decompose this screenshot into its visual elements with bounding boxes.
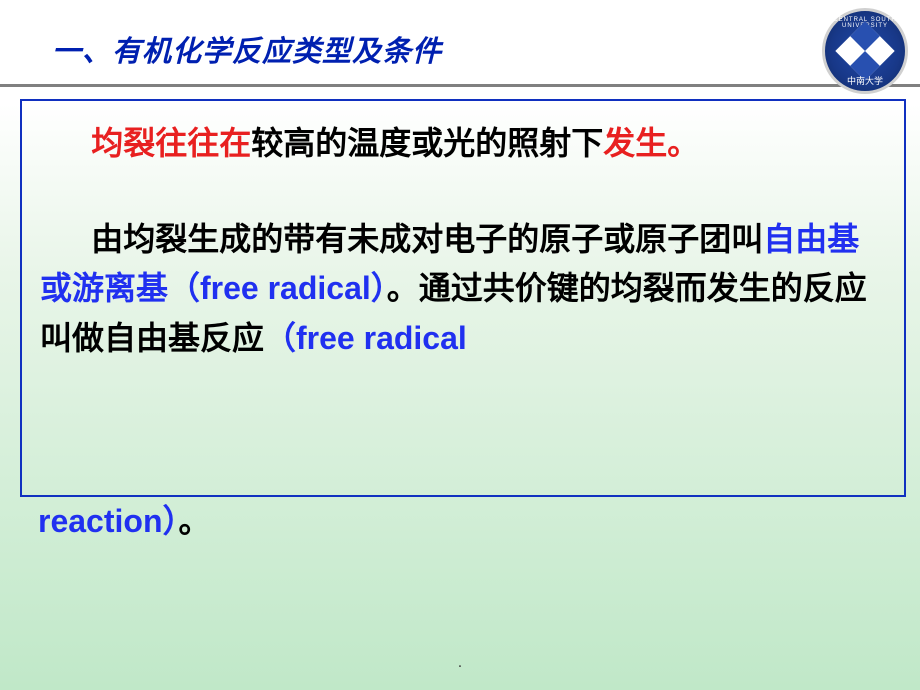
divider-line — [0, 84, 920, 87]
paragraph-1: 均裂往往在较高的温度或光的照射下发生。 — [40, 119, 886, 169]
content-box: 均裂往往在较高的温度或光的照射下发生。 由均裂生成的带有未成对电子的原子或原子团… — [20, 99, 906, 497]
p2-blue-2-overflow: reaction） — [38, 503, 179, 539]
p2-black-2: 带有未成 — [283, 221, 411, 257]
p2-black-5: 。 — [179, 503, 211, 539]
logo-text-chinese: 中南大学 — [825, 74, 905, 87]
university-logo: CENTRAL SOUTH UNIVERSITY 中南大学 — [822, 8, 908, 94]
p1-red-text-1: 均裂往往在 — [91, 125, 251, 161]
paragraph-2-overflow: reaction）。 — [20, 497, 906, 547]
section-title: 一、有机化学反应类型及条件 — [52, 28, 920, 70]
p1-red-text-2: 发生。 — [603, 125, 699, 161]
paragraph-2-start: 由均裂生成的带有未成对电子的原子或原子团叫自由基或游离基（free radica… — [40, 215, 886, 364]
logo-circle: CENTRAL SOUTH UNIVERSITY 中南大学 — [822, 8, 908, 94]
p2-blue-2: （free radical — [264, 320, 467, 356]
p1-black-text: 较高的温度或光的照射下 — [251, 125, 603, 161]
slide-header: 一、有机化学反应类型及条件 CENTRAL SOUTH UNIVERSITY 中… — [0, 0, 920, 70]
p2-black-1: 由均裂生成的 — [91, 221, 283, 257]
footer-dot: . — [458, 654, 462, 672]
p2-black-3: 对电子的原子或原子团叫 — [411, 221, 763, 257]
logo-diamond-icon — [835, 21, 894, 80]
